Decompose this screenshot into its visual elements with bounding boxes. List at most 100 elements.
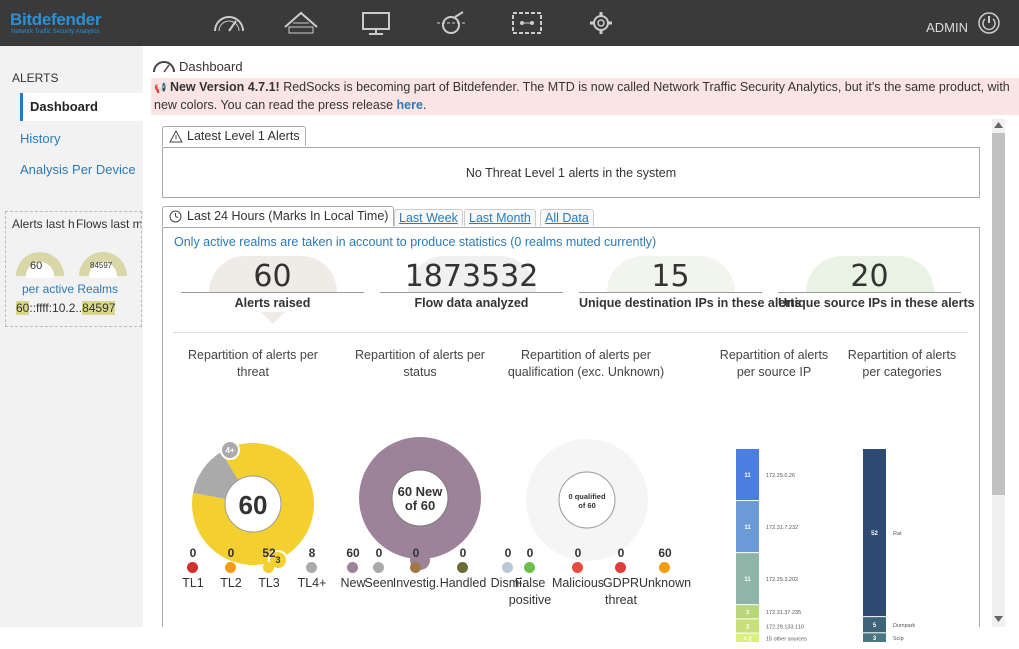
dashboard-gauge-icon[interactable] <box>212 9 246 37</box>
divider <box>173 332 968 333</box>
legend-count-4: 0 <box>504 546 512 560</box>
legend-dot-icon <box>615 562 626 573</box>
notice-end: . <box>422 98 427 112</box>
stat-unique-source-ips: 20 Unique source IPs in these alerts <box>778 256 975 318</box>
legend-label-1[interactable]: TL2 <box>220 576 242 590</box>
legend-label-2[interactable]: Investig. <box>392 576 440 590</box>
stat-value: 60 <box>253 259 292 294</box>
stat-value: 15 <box>651 259 690 294</box>
gear-icon[interactable] <box>588 9 614 37</box>
stat-bg <box>209 256 337 292</box>
stats-panel: Only active realms are taken in account … <box>162 227 980 642</box>
tab-last-24-hours[interactable]: Last 24 Hours (Marks In Local Time) <box>162 206 395 226</box>
mini-row-flows: 84597 <box>82 301 116 315</box>
legend-label-2[interactable]: TL3 <box>258 576 280 590</box>
monitor-icon[interactable] <box>360 9 392 37</box>
legend-label-0[interactable]: TL1 <box>182 576 204 590</box>
version-notice: 📢 New Version 4.7.1! RedSocks is becomin… <box>151 78 1019 115</box>
legend-dot-icon <box>572 562 583 573</box>
bar-value-0: 52 <box>871 531 878 537</box>
mini-alerts-value: 60 <box>30 260 43 272</box>
bar-value-3: 3 <box>746 610 750 616</box>
stat-value: 1873532 <box>404 259 539 294</box>
legend-label-3[interactable]: Unknown <box>638 576 692 590</box>
user-menu[interactable]: ADMIN <box>926 20 968 35</box>
legend-label-2[interactable]: GDPR threat <box>602 576 640 607</box>
mini-realm-row[interactable]: 60::ffff:10.2..84597 <box>16 301 116 315</box>
legend-count-2: 0 <box>412 546 420 560</box>
power-icon[interactable] <box>977 11 1001 35</box>
mini-stats-widget: Alerts last h Flows last m 60 84597 per … <box>5 211 142 327</box>
level1-alerts-panel: No Threat Level 1 alerts in the system <box>162 147 980 198</box>
legend-label-4[interactable]: Dismi. <box>490 576 526 590</box>
tab-last-week[interactable]: Last Week <box>394 209 463 226</box>
bar-segment-0 <box>736 449 759 501</box>
scroll-up-icon[interactable] <box>994 122 1003 128</box>
brand-logo[interactable]: Bitdefender <box>10 10 102 29</box>
bar-label-4: 172.29.133.110 <box>766 624 804 630</box>
bar-label-2: Scip <box>893 636 904 642</box>
clock-icon <box>169 210 182 223</box>
mini-flows-label: Flows last m <box>76 217 142 231</box>
sidebar-heading: ALERTS <box>12 71 59 85</box>
legend-label-0[interactable]: New <box>340 576 366 590</box>
sidebar-item-analysis-per-device[interactable]: Analysis Per Device <box>20 162 136 177</box>
bar-segment-1 <box>736 501 759 553</box>
source-ip-bar[interactable]: 11 172.29.0.26 11 172.31.7.232 11 172.29.3.20… <box>716 449 836 649</box>
sidebar-item-history[interactable]: History <box>20 131 61 146</box>
chart-title-categories: Repartition of alerts per categories <box>847 348 957 379</box>
megaphone-icon: 📢 <box>154 83 167 94</box>
legend-label-1[interactable]: Malicious <box>551 576 605 590</box>
donut-center-value: 60 <box>239 490 268 520</box>
legend-count-3: 8 <box>308 546 316 560</box>
legend-label-0[interactable]: False positive <box>508 576 552 607</box>
donut-center-line2: of 60 <box>578 501 596 510</box>
warning-icon <box>169 130 183 143</box>
legend-label-3[interactable]: Handled <box>439 576 487 590</box>
tab-last-24-hours-label: Last 24 Hours (Marks In Local Time) <box>187 209 389 223</box>
legend-count-1: 0 <box>227 546 235 560</box>
donut-hole <box>391 469 449 527</box>
legend-count-3: 0 <box>459 546 467 560</box>
scroll-down-icon[interactable] <box>994 616 1003 622</box>
badge-tl4 <box>220 440 240 460</box>
sidebar-item-dashboard[interactable]: Dashboard <box>20 93 143 121</box>
bar-label-5: 15 other sources <box>766 636 807 642</box>
legend-label-3[interactable]: TL4+ <box>297 576 327 590</box>
legend-count-3: 60 <box>658 546 672 560</box>
stat-bg <box>408 256 536 292</box>
tab-last-month[interactable]: Last Month <box>464 209 536 226</box>
tab-latest-level1[interactable]: Latest Level 1 Alerts <box>162 126 306 146</box>
stat-flow-data: 1873532 Flow data analyzed <box>380 256 563 318</box>
vertical-scrollbar[interactable] <box>992 119 1005 627</box>
stat-pointer <box>261 312 285 324</box>
legend-label-1[interactable]: Seen <box>364 576 394 590</box>
bar-label-2: 172.29.3.202 <box>766 577 798 583</box>
cable-icon[interactable] <box>435 9 467 37</box>
bar-label-1: 172.31.7.232 <box>766 525 798 531</box>
network-icon[interactable] <box>283 9 319 37</box>
stat-bg <box>806 256 934 292</box>
tab-latest-level1-label: Latest Level 1 Alerts <box>187 129 300 143</box>
legend-dot-icon <box>373 562 384 573</box>
legend-dot-icon <box>410 562 421 573</box>
chart-title-status: Repartition of alerts per status <box>355 348 485 379</box>
legend-dot-icon <box>187 562 198 573</box>
realm-note: Only active realms are taken in account … <box>174 235 657 249</box>
legend-dot-icon <box>457 562 468 573</box>
bar-value-0: 11 <box>744 473 751 479</box>
mini-realms-link[interactable]: per active Realms <box>22 282 119 296</box>
network-map-icon[interactable] <box>510 9 544 37</box>
press-release-link[interactable]: here <box>396 98 423 112</box>
threat-donut-chart[interactable]: 60 4+ 3 <box>192 439 314 569</box>
legend-count-0: 60 <box>346 546 360 560</box>
scrollbar-thumb[interactable] <box>992 133 1005 495</box>
tab-all-data[interactable]: All Data <box>540 209 594 226</box>
bar-value-5: < 2 <box>743 636 752 642</box>
stat-bg <box>607 256 735 292</box>
donut-center-line1: 60 New <box>398 484 444 499</box>
top-bar: Bitdefender Network Traffic Security Ana… <box>0 0 1019 46</box>
